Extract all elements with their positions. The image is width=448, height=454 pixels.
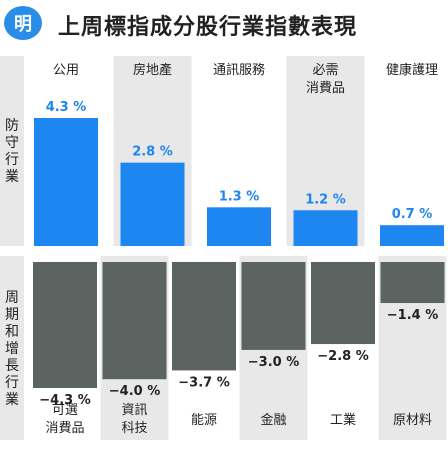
bar-defensive <box>293 210 358 246</box>
bar-value-label: 2.8 % <box>132 145 173 160</box>
bar-defensive <box>207 207 271 246</box>
bar-cyclical <box>172 262 236 371</box>
bar-cyclical <box>311 262 375 345</box>
bar-defensive <box>34 118 98 246</box>
section-label-strip <box>0 56 24 246</box>
bar-cyclical <box>33 262 97 388</box>
category-label: 原材料 <box>393 413 432 428</box>
bar-value-label: 1.2 % <box>305 192 346 207</box>
bar-cyclical <box>102 262 167 380</box>
section-label-char: 和 <box>5 324 19 340</box>
bar-value-label: 4.3 % <box>46 100 87 115</box>
category-label: 必需 <box>312 63 338 78</box>
title-bar: 明 上周標指成分股行業指數表現 <box>0 0 448 46</box>
bar-defensive <box>380 225 444 246</box>
bar-defensive <box>120 162 185 246</box>
bar-cyclical <box>380 262 445 304</box>
bar-value-label: −2.8 % <box>317 349 368 364</box>
section-label-char: 防 <box>5 118 19 134</box>
category-label: 科技 <box>121 421 147 436</box>
section-label-char: 期 <box>5 307 19 323</box>
section-label-char: 業 <box>5 392 19 408</box>
bar-cyclical <box>241 262 306 350</box>
category-label: 工業 <box>330 412 356 428</box>
category-label: 資訊 <box>121 403 147 418</box>
bar-value-label: −4.0 % <box>109 384 160 399</box>
section-label-char: 行 <box>5 375 19 391</box>
bar-value-label: −4.3 % <box>39 393 90 408</box>
category-label: 房地產 <box>133 62 172 78</box>
section-label-strip <box>0 256 24 440</box>
category-label: 公用 <box>53 63 79 78</box>
category-label: 可選 <box>52 403 78 418</box>
category-label: 消費品 <box>306 81 345 96</box>
section-label-char: 行 <box>5 152 19 168</box>
section-label-char: 周 <box>5 290 19 306</box>
bar-value-label: 1.3 % <box>219 189 260 204</box>
category-label: 能源 <box>191 413 217 428</box>
page-title: 上周標指成分股行業指數表現 <box>58 15 358 40</box>
bar-value-label: 0.7 % <box>392 207 433 222</box>
bar-value-label: −3.0 % <box>248 355 299 370</box>
section-label-char: 守 <box>5 135 19 151</box>
bar-value-label: −1.4 % <box>387 308 438 323</box>
section-label-char: 增 <box>5 341 19 357</box>
section-label-char: 長 <box>5 358 19 374</box>
logo-icon: 明 <box>4 6 42 40</box>
category-label: 通訊服務 <box>213 63 265 78</box>
bar-value-label: −3.7 % <box>178 375 229 390</box>
category-label: 消費品 <box>45 421 84 436</box>
section-label-char: 業 <box>5 169 19 185</box>
category-label: 金融 <box>260 412 286 428</box>
category-label: 健康護理 <box>386 62 438 78</box>
